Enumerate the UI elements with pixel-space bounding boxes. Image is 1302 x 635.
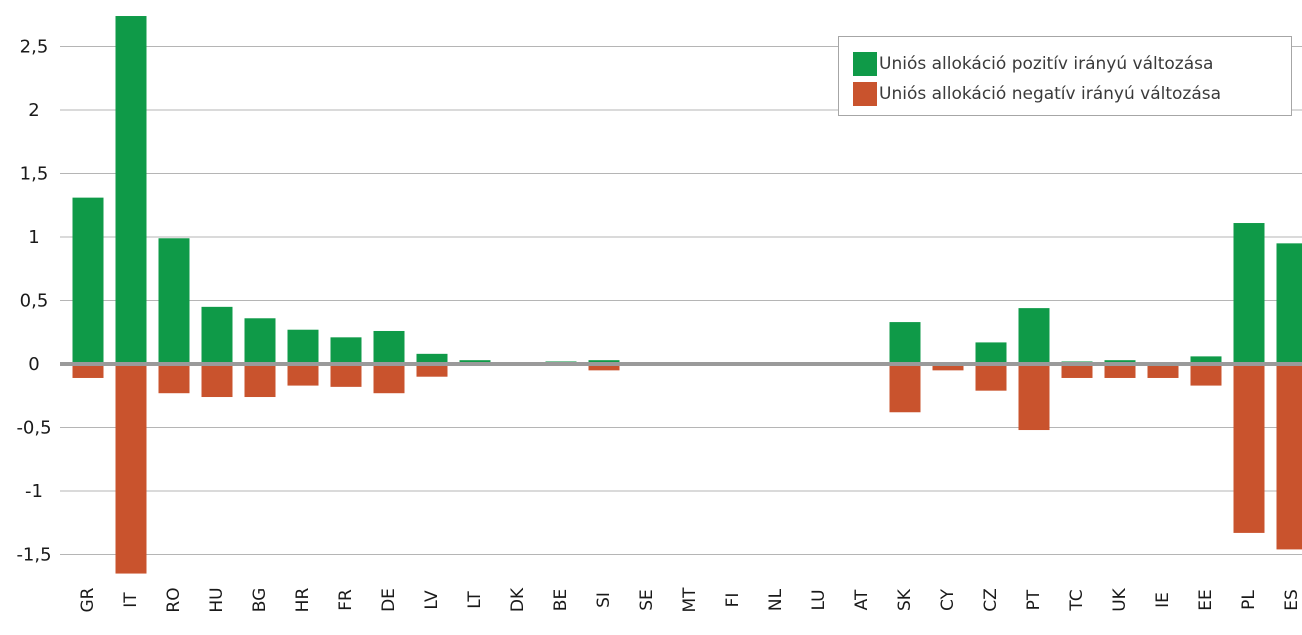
bar-negative-PL: [1233, 364, 1265, 533]
x-tick-label: SK: [895, 588, 915, 611]
bar-positive-ES: [1276, 243, 1302, 364]
x-tick-label: HR: [293, 588, 313, 613]
x-tick-label: LT: [465, 591, 485, 609]
legend-item-positive: Uniós allokáció pozitív irányú változása: [853, 52, 1213, 76]
x-tick-label: IE: [1153, 592, 1173, 608]
x-tick-label: GR: [78, 587, 98, 612]
bar-positive-DE: [373, 330, 405, 364]
bar-negative-GR: [72, 364, 104, 378]
x-tick-label: ES: [1282, 589, 1302, 611]
x-tick-label: HU: [207, 587, 227, 612]
y-tick-label: -1,5: [16, 545, 51, 566]
y-tick-label: -1: [25, 481, 43, 502]
x-tick-label: SI: [594, 592, 614, 608]
legend-swatch-positive: [853, 52, 877, 76]
bar-negative-IT: [115, 364, 147, 574]
bar-negative-HR: [287, 364, 319, 386]
bar-positive-BG: [244, 318, 276, 364]
bar-positive-CZ: [975, 342, 1007, 364]
legend-swatch-negative: [853, 82, 877, 106]
x-tick-label: BE: [551, 589, 571, 611]
x-tick-label: LV: [422, 590, 442, 610]
bar-positive-SK: [889, 322, 921, 364]
x-tick-label: PT: [1024, 589, 1044, 610]
legend-label-positive: Uniós allokáció pozitív irányú változása: [879, 54, 1214, 74]
x-tick-label: CY: [938, 588, 958, 611]
bar-positive-PL: [1233, 223, 1265, 364]
x-tick-label: NL: [766, 588, 786, 611]
y-tick-label: -0,5: [16, 418, 51, 439]
bar-negative-RO: [158, 364, 190, 394]
x-tick-label: EE: [1196, 589, 1216, 610]
x-tick-label: FI: [723, 593, 743, 608]
x-tick-label: BG: [250, 588, 270, 613]
bar-negative-SK: [889, 364, 921, 413]
y-tick-label: 1: [28, 227, 39, 248]
y-axis-tick-labels: 2,5 2 1,5 1 0,5 0 -0,5 -1 -1,5: [16, 37, 51, 566]
bar-positive-FR: [330, 337, 362, 364]
bar-negative-LV: [416, 364, 448, 377]
x-tick-label: CZ: [981, 588, 1001, 612]
y-tick-label: 0: [28, 354, 39, 375]
y-tick-label: 2: [28, 100, 39, 121]
bar-negative-DE: [373, 364, 405, 394]
bar-negative-UK: [1104, 364, 1136, 378]
bar-negative-BG: [244, 364, 276, 398]
x-tick-label: DE: [379, 588, 399, 612]
x-tick-label: FR: [336, 589, 356, 611]
x-tick-label: TC: [1067, 589, 1087, 611]
bar-positive-LV: [416, 353, 448, 364]
bar-negative-TC: [1061, 364, 1093, 378]
x-tick-label: PL: [1239, 590, 1259, 610]
legend-label-negative: Uniós allokáció negatív irányú változása: [879, 84, 1222, 104]
bar-negative-FR: [330, 364, 362, 387]
legend: Uniós allokáció pozitív irányú változása…: [838, 36, 1292, 116]
bar-positive-HR: [287, 329, 319, 364]
bar-positive-PT: [1018, 308, 1050, 364]
y-tick-label: 2,5: [20, 37, 49, 58]
y-tick-label: 1,5: [20, 164, 49, 185]
bar-positive-EE: [1190, 356, 1222, 364]
bar-negative-PT: [1018, 364, 1050, 431]
x-tick-label: UK: [1110, 587, 1130, 611]
x-tick-label: MT: [680, 587, 700, 613]
bar-negative-CY: [932, 364, 964, 371]
bar-negative-ES: [1276, 364, 1302, 550]
y-tick-label: 0,5: [20, 291, 49, 312]
bar-positive-GR: [72, 197, 104, 364]
legend-item-negative: Uniós allokáció negatív irányú változása: [853, 82, 1221, 106]
bars: [72, 16, 1302, 574]
gridlines: [60, 46, 1302, 555]
x-tick-label: AT: [852, 589, 872, 610]
bar-negative-IE: [1147, 364, 1179, 378]
x-tick-label: DK: [508, 587, 528, 612]
x-tick-label: IT: [121, 592, 141, 608]
bar-negative-EE: [1190, 364, 1222, 386]
bar-positive-IT: [115, 16, 147, 365]
bar-negative-SI: [588, 364, 620, 371]
bar-positive-RO: [158, 238, 190, 364]
x-tick-label: SE: [637, 589, 657, 611]
x-tick-label: RO: [164, 587, 184, 612]
bar-negative-CZ: [975, 364, 1007, 391]
x-axis-tick-labels: GR IT RO HU BG HR FR DE LV LT DK BE SI SE MT FI NL LU AT SK…: [78, 587, 1302, 613]
x-tick-label: LU: [809, 589, 829, 610]
bar-negative-HU: [201, 364, 233, 398]
bar-positive-HU: [201, 306, 233, 364]
